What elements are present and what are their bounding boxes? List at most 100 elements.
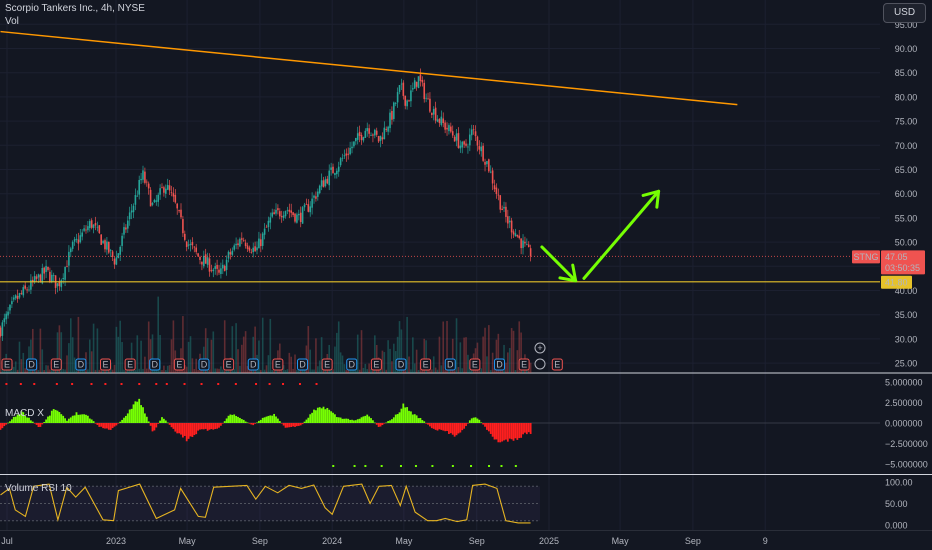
earnings-marker[interactable]: [50, 358, 62, 371]
candle-body[interactable]: [12, 297, 15, 300]
candle-body[interactable]: [512, 231, 515, 235]
axes[interactable]: 95.00 90.00 85.00 80.00 75.00 70.00 65.00 60.00…: [1, 20, 928, 546]
volume-label[interactable]: Vol: [5, 16, 19, 27]
candle-body[interactable]: [246, 245, 249, 249]
candle-body[interactable]: [11, 301, 13, 305]
candle-body[interactable]: [296, 214, 298, 223]
candle-body[interactable]: [385, 128, 388, 130]
candle-body[interactable]: [212, 269, 215, 272]
candle-body[interactable]: [288, 209, 291, 212]
candle-body[interactable]: [337, 166, 340, 172]
candle-body[interactable]: [488, 159, 490, 172]
earnings-marker[interactable]: [518, 358, 530, 371]
candle-body[interactable]: [244, 242, 247, 247]
candle-body[interactable]: [33, 275, 36, 283]
candle-body[interactable]: [193, 246, 196, 248]
candle-body[interactable]: [174, 194, 177, 203]
earnings-marker[interactable]: [124, 358, 136, 371]
candle-body[interactable]: [222, 264, 224, 269]
time-axis-tick[interactable]: May: [612, 536, 630, 546]
candle-body[interactable]: [417, 76, 420, 88]
candle-body[interactable]: [155, 200, 158, 202]
add-event-icon[interactable]: [534, 342, 546, 354]
candle-body[interactable]: [315, 196, 317, 199]
rsi-line[interactable]: [0, 483, 531, 524]
candle-body[interactable]: [102, 240, 104, 244]
candle-body[interactable]: [277, 208, 279, 211]
dividend-marker[interactable]: [444, 358, 456, 371]
candle-body[interactable]: [130, 210, 133, 213]
candle-body[interactable]: [448, 125, 450, 132]
dividend-marker[interactable]: [198, 358, 210, 371]
candle-body[interactable]: [88, 221, 91, 228]
candle-body[interactable]: [463, 141, 465, 145]
candle-body[interactable]: [37, 274, 40, 278]
candle-body[interactable]: [52, 275, 55, 277]
macd-label[interactable]: MACD X: [5, 408, 44, 419]
candle-body[interactable]: [159, 188, 161, 195]
candle-body[interactable]: [336, 170, 338, 175]
candle-body[interactable]: [317, 191, 319, 197]
candle-body[interactable]: [225, 259, 228, 270]
candle-body[interactable]: [484, 161, 486, 165]
candle-body[interactable]: [241, 238, 243, 240]
candle-body[interactable]: [229, 252, 232, 255]
candle-body[interactable]: [356, 133, 359, 140]
time-axis-tick[interactable]: May: [179, 536, 197, 546]
candle-body[interactable]: [349, 147, 351, 155]
time-axis-tick[interactable]: Sep: [685, 536, 701, 546]
candle-body[interactable]: [261, 233, 264, 246]
currency-button[interactable]: USD: [883, 3, 926, 23]
candle-body[interactable]: [263, 228, 266, 235]
candle-body[interactable]: [30, 279, 32, 290]
candle-body[interactable]: [218, 269, 220, 273]
candle-body[interactable]: [47, 266, 49, 270]
candle-body[interactable]: [474, 131, 477, 137]
candle-body[interactable]: [347, 153, 350, 155]
candle-body[interactable]: [358, 131, 361, 136]
candle-body[interactable]: [60, 280, 63, 288]
candle-body[interactable]: [275, 209, 277, 214]
candle-body[interactable]: [431, 112, 433, 116]
candle-body[interactable]: [96, 226, 99, 228]
candle-body[interactable]: [368, 128, 370, 134]
candle-body[interactable]: [406, 100, 408, 107]
upcoming-earnings-marker[interactable]: [551, 358, 563, 371]
candle-body[interactable]: [104, 240, 106, 250]
candle-body[interactable]: [432, 108, 435, 115]
candle-body[interactable]: [58, 281, 61, 287]
event-markers[interactable]: E D E D E E D E D E D E D E D E D E D E D E + E: [1, 342, 563, 371]
candle-body[interactable]: [520, 238, 522, 249]
candle-body[interactable]: [360, 134, 363, 141]
candle-body[interactable]: [113, 258, 116, 265]
candle-body[interactable]: [109, 249, 112, 251]
candle-body[interactable]: [41, 268, 44, 284]
time-axis-tick[interactable]: 2025: [539, 536, 559, 546]
candle-body[interactable]: [429, 98, 431, 112]
candle-body[interactable]: [362, 137, 365, 141]
candle-body[interactable]: [524, 241, 526, 244]
earnings-marker[interactable]: [1, 358, 13, 371]
candle-body[interactable]: [469, 134, 471, 146]
candle-body[interactable]: [5, 313, 7, 320]
dividend-marker[interactable]: [395, 358, 407, 371]
candle-body[interactable]: [510, 220, 513, 233]
candle-body[interactable]: [499, 195, 502, 210]
candle-body[interactable]: [216, 264, 218, 269]
candle-body[interactable]: [203, 255, 205, 267]
dividend-marker[interactable]: [346, 358, 358, 371]
candle-body[interactable]: [92, 224, 95, 228]
candle-body[interactable]: [22, 287, 25, 296]
candle-body[interactable]: [134, 195, 137, 205]
candle-body[interactable]: [83, 228, 85, 231]
candle-body[interactable]: [115, 257, 118, 265]
candle-body[interactable]: [39, 274, 42, 283]
candle-body[interactable]: [446, 127, 448, 130]
macd-pane[interactable]: [0, 383, 880, 467]
candle-body[interactable]: [379, 135, 382, 141]
candle-body[interactable]: [199, 257, 201, 260]
candle-body[interactable]: [493, 185, 496, 190]
candle-body[interactable]: [516, 234, 519, 237]
down-arrow-head[interactable]: [558, 263, 578, 283]
